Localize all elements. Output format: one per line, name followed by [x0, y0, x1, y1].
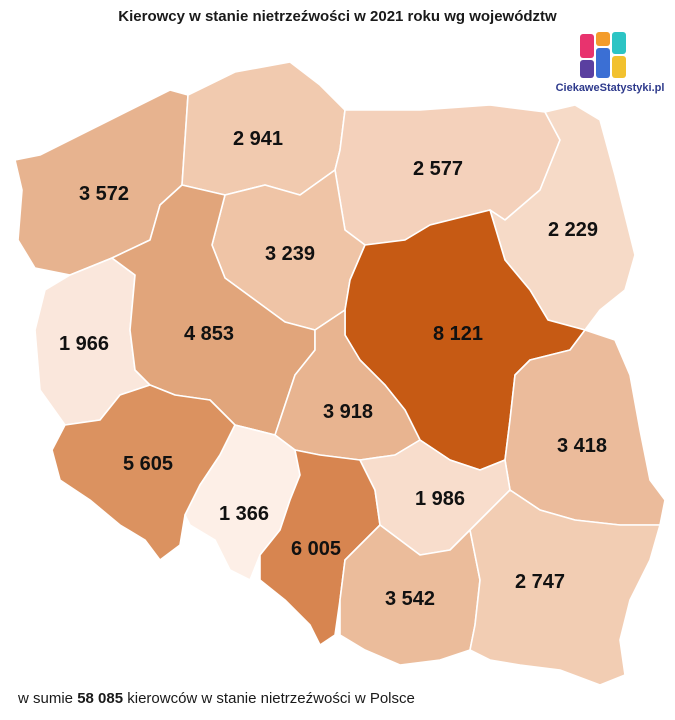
- chart-title: Kierowcy w stanie nietrzeźwości w 2021 r…: [118, 8, 557, 25]
- value-pomorskie: 2 941: [233, 128, 283, 150]
- value-kujawsko-pomorskie: 3 239: [265, 243, 315, 265]
- value-mazowieckie: 8 121: [433, 323, 483, 345]
- value-opolskie: 1 366: [219, 503, 269, 525]
- value-lubuskie: 1 966: [59, 333, 109, 355]
- value-zachodniopomorskie: 3 572: [79, 183, 129, 205]
- value-podlaskie: 2 229: [548, 219, 598, 241]
- region-podkarpackie: [469, 489, 661, 686]
- value-warminsko-mazurskie: 2 577: [413, 158, 463, 180]
- logo-text: CiekaweStatystyki.pl: [555, 82, 665, 94]
- value-lubelskie: 3 418: [557, 435, 607, 457]
- value-lodzkie: 3 918: [323, 401, 373, 423]
- value-malopolskie: 3 542: [385, 588, 435, 610]
- value-swietokrzyskie: 1 986: [415, 488, 465, 510]
- value-podkarpackie: 2 747: [515, 571, 565, 593]
- value-dolnoslaskie: 5 605: [123, 453, 173, 475]
- summary-total: 58 085: [77, 690, 124, 707]
- value-wielkopolskie: 4 853: [184, 323, 234, 345]
- summary-footer: w sumie 58 085 kierowców w stanie nietrz…: [18, 690, 415, 707]
- summary-suffix: kierowców w stanie nietrzeźwości w Polsc…: [123, 690, 415, 707]
- value-slaskie: 6 005: [291, 538, 341, 560]
- ciekawestatystyki-logo-icon: [580, 32, 626, 78]
- summary-prefix: w sumie: [18, 690, 78, 707]
